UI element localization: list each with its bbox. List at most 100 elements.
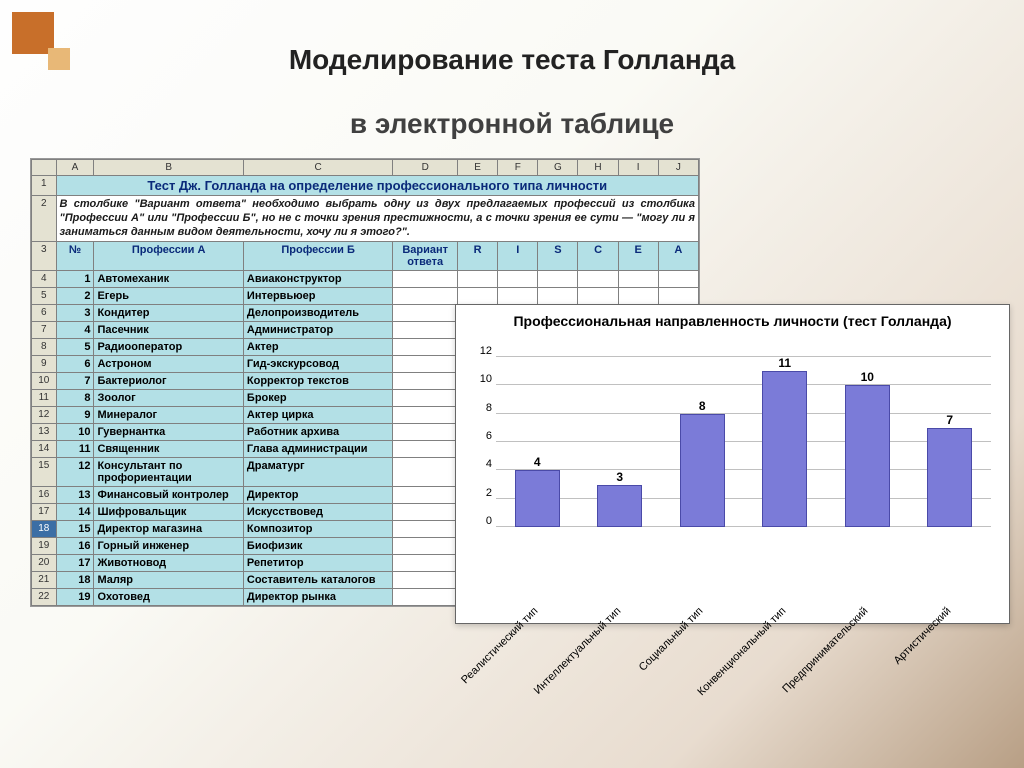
- profession-b: Актер: [243, 339, 392, 356]
- chart-panel: Профессиональная направленность личности…: [455, 304, 1010, 624]
- x-category-label: Конвенциональный тип: [695, 605, 788, 698]
- table-header-cell: S: [538, 242, 578, 271]
- grid-line: [496, 384, 991, 385]
- answer-cell[interactable]: [393, 339, 458, 356]
- row-header[interactable]: 1: [32, 176, 57, 196]
- bar: 3: [597, 485, 642, 528]
- y-tick-label: 2: [468, 487, 492, 499]
- row-header[interactable]: 16: [32, 487, 57, 504]
- score-cell: [498, 288, 538, 305]
- col-header[interactable]: J: [658, 160, 698, 176]
- row-header[interactable]: 22: [32, 589, 57, 606]
- row-header[interactable]: 17: [32, 504, 57, 521]
- profession-a: Пасечник: [94, 322, 243, 339]
- answer-cell[interactable]: [393, 271, 458, 288]
- answer-cell[interactable]: [393, 407, 458, 424]
- row-header[interactable]: 8: [32, 339, 57, 356]
- y-tick-label: 0: [468, 515, 492, 527]
- x-category-label: Артистический: [891, 605, 953, 667]
- row-number: 6: [56, 356, 94, 373]
- profession-b: Композитор: [243, 521, 392, 538]
- grid-line: [496, 469, 991, 470]
- answer-cell[interactable]: [393, 288, 458, 305]
- answer-cell[interactable]: [393, 487, 458, 504]
- score-cell: [658, 271, 698, 288]
- profession-a: Священник: [94, 441, 243, 458]
- row-header[interactable]: 10: [32, 373, 57, 390]
- bar-value-label: 7: [928, 413, 971, 427]
- slide-title-2: в электронной таблице: [0, 108, 1024, 140]
- profession-a: Радиооператор: [94, 339, 243, 356]
- answer-cell[interactable]: [393, 373, 458, 390]
- profession-a: Автомеханик: [94, 271, 243, 288]
- table-header-cell: C: [578, 242, 618, 271]
- answer-cell[interactable]: [393, 538, 458, 555]
- profession-b: Брокер: [243, 390, 392, 407]
- table-header-cell: Вариант ответа: [393, 242, 458, 271]
- col-header[interactable]: H: [578, 160, 618, 176]
- answer-cell[interactable]: [393, 458, 458, 487]
- row-header[interactable]: 12: [32, 407, 57, 424]
- col-header[interactable]: F: [498, 160, 538, 176]
- answer-cell[interactable]: [393, 356, 458, 373]
- row-header[interactable]: 6: [32, 305, 57, 322]
- row-header[interactable]: 13: [32, 424, 57, 441]
- x-category-label: Социальный тип: [637, 605, 706, 674]
- col-header[interactable]: D: [393, 160, 458, 176]
- row-header[interactable]: 20: [32, 555, 57, 572]
- col-header[interactable]: G: [538, 160, 578, 176]
- bar-value-label: 8: [681, 399, 724, 413]
- row-header[interactable]: 21: [32, 572, 57, 589]
- table-header-cell: I: [498, 242, 538, 271]
- row-number: 7: [56, 373, 94, 390]
- col-header[interactable]: I: [618, 160, 658, 176]
- row-header[interactable]: 18: [32, 521, 57, 538]
- answer-cell[interactable]: [393, 504, 458, 521]
- grid-line: [496, 356, 991, 357]
- profession-a: Директор магазина: [94, 521, 243, 538]
- slide-title-1: Моделирование теста Голланда: [0, 44, 1024, 76]
- grid-line: [496, 441, 991, 442]
- y-tick-label: 8: [468, 402, 492, 414]
- row-header[interactable]: 11: [32, 390, 57, 407]
- col-header[interactable]: C: [243, 160, 392, 176]
- profession-a: Маляр: [94, 572, 243, 589]
- answer-cell[interactable]: [393, 589, 458, 606]
- bar: 10: [845, 385, 890, 527]
- row-number: 3: [56, 305, 94, 322]
- row-header[interactable]: 15: [32, 458, 57, 487]
- profession-a: Горный инженер: [94, 538, 243, 555]
- profession-b: Администратор: [243, 322, 392, 339]
- answer-cell[interactable]: [393, 572, 458, 589]
- row-number: 10: [56, 424, 94, 441]
- row-header[interactable]: 3: [32, 242, 57, 271]
- answer-cell[interactable]: [393, 305, 458, 322]
- row-header[interactable]: 4: [32, 271, 57, 288]
- col-header[interactable]: A: [56, 160, 94, 176]
- bar: 4: [515, 470, 560, 527]
- chart-title: Профессиональная направленность личности…: [456, 305, 1009, 331]
- row-header[interactable]: 2: [32, 196, 57, 242]
- row-header[interactable]: 7: [32, 322, 57, 339]
- row-header[interactable]: 9: [32, 356, 57, 373]
- answer-cell[interactable]: [393, 424, 458, 441]
- row-header[interactable]: 14: [32, 441, 57, 458]
- profession-a: Охотовед: [94, 589, 243, 606]
- answer-cell[interactable]: [393, 555, 458, 572]
- col-header[interactable]: B: [94, 160, 243, 176]
- grid-line: [496, 526, 991, 527]
- profession-a: Егерь: [94, 288, 243, 305]
- row-number: 2: [56, 288, 94, 305]
- table-header-cell: №: [56, 242, 94, 271]
- col-header[interactable]: E: [458, 160, 498, 176]
- x-category-label: Интеллектуальный тип: [532, 605, 624, 697]
- row-number: 16: [56, 538, 94, 555]
- col-header[interactable]: [32, 160, 57, 176]
- row-header[interactable]: 19: [32, 538, 57, 555]
- answer-cell[interactable]: [393, 441, 458, 458]
- answer-cell[interactable]: [393, 322, 458, 339]
- profession-b: Директор рынка: [243, 589, 392, 606]
- answer-cell[interactable]: [393, 390, 458, 407]
- row-header[interactable]: 5: [32, 288, 57, 305]
- answer-cell[interactable]: [393, 521, 458, 538]
